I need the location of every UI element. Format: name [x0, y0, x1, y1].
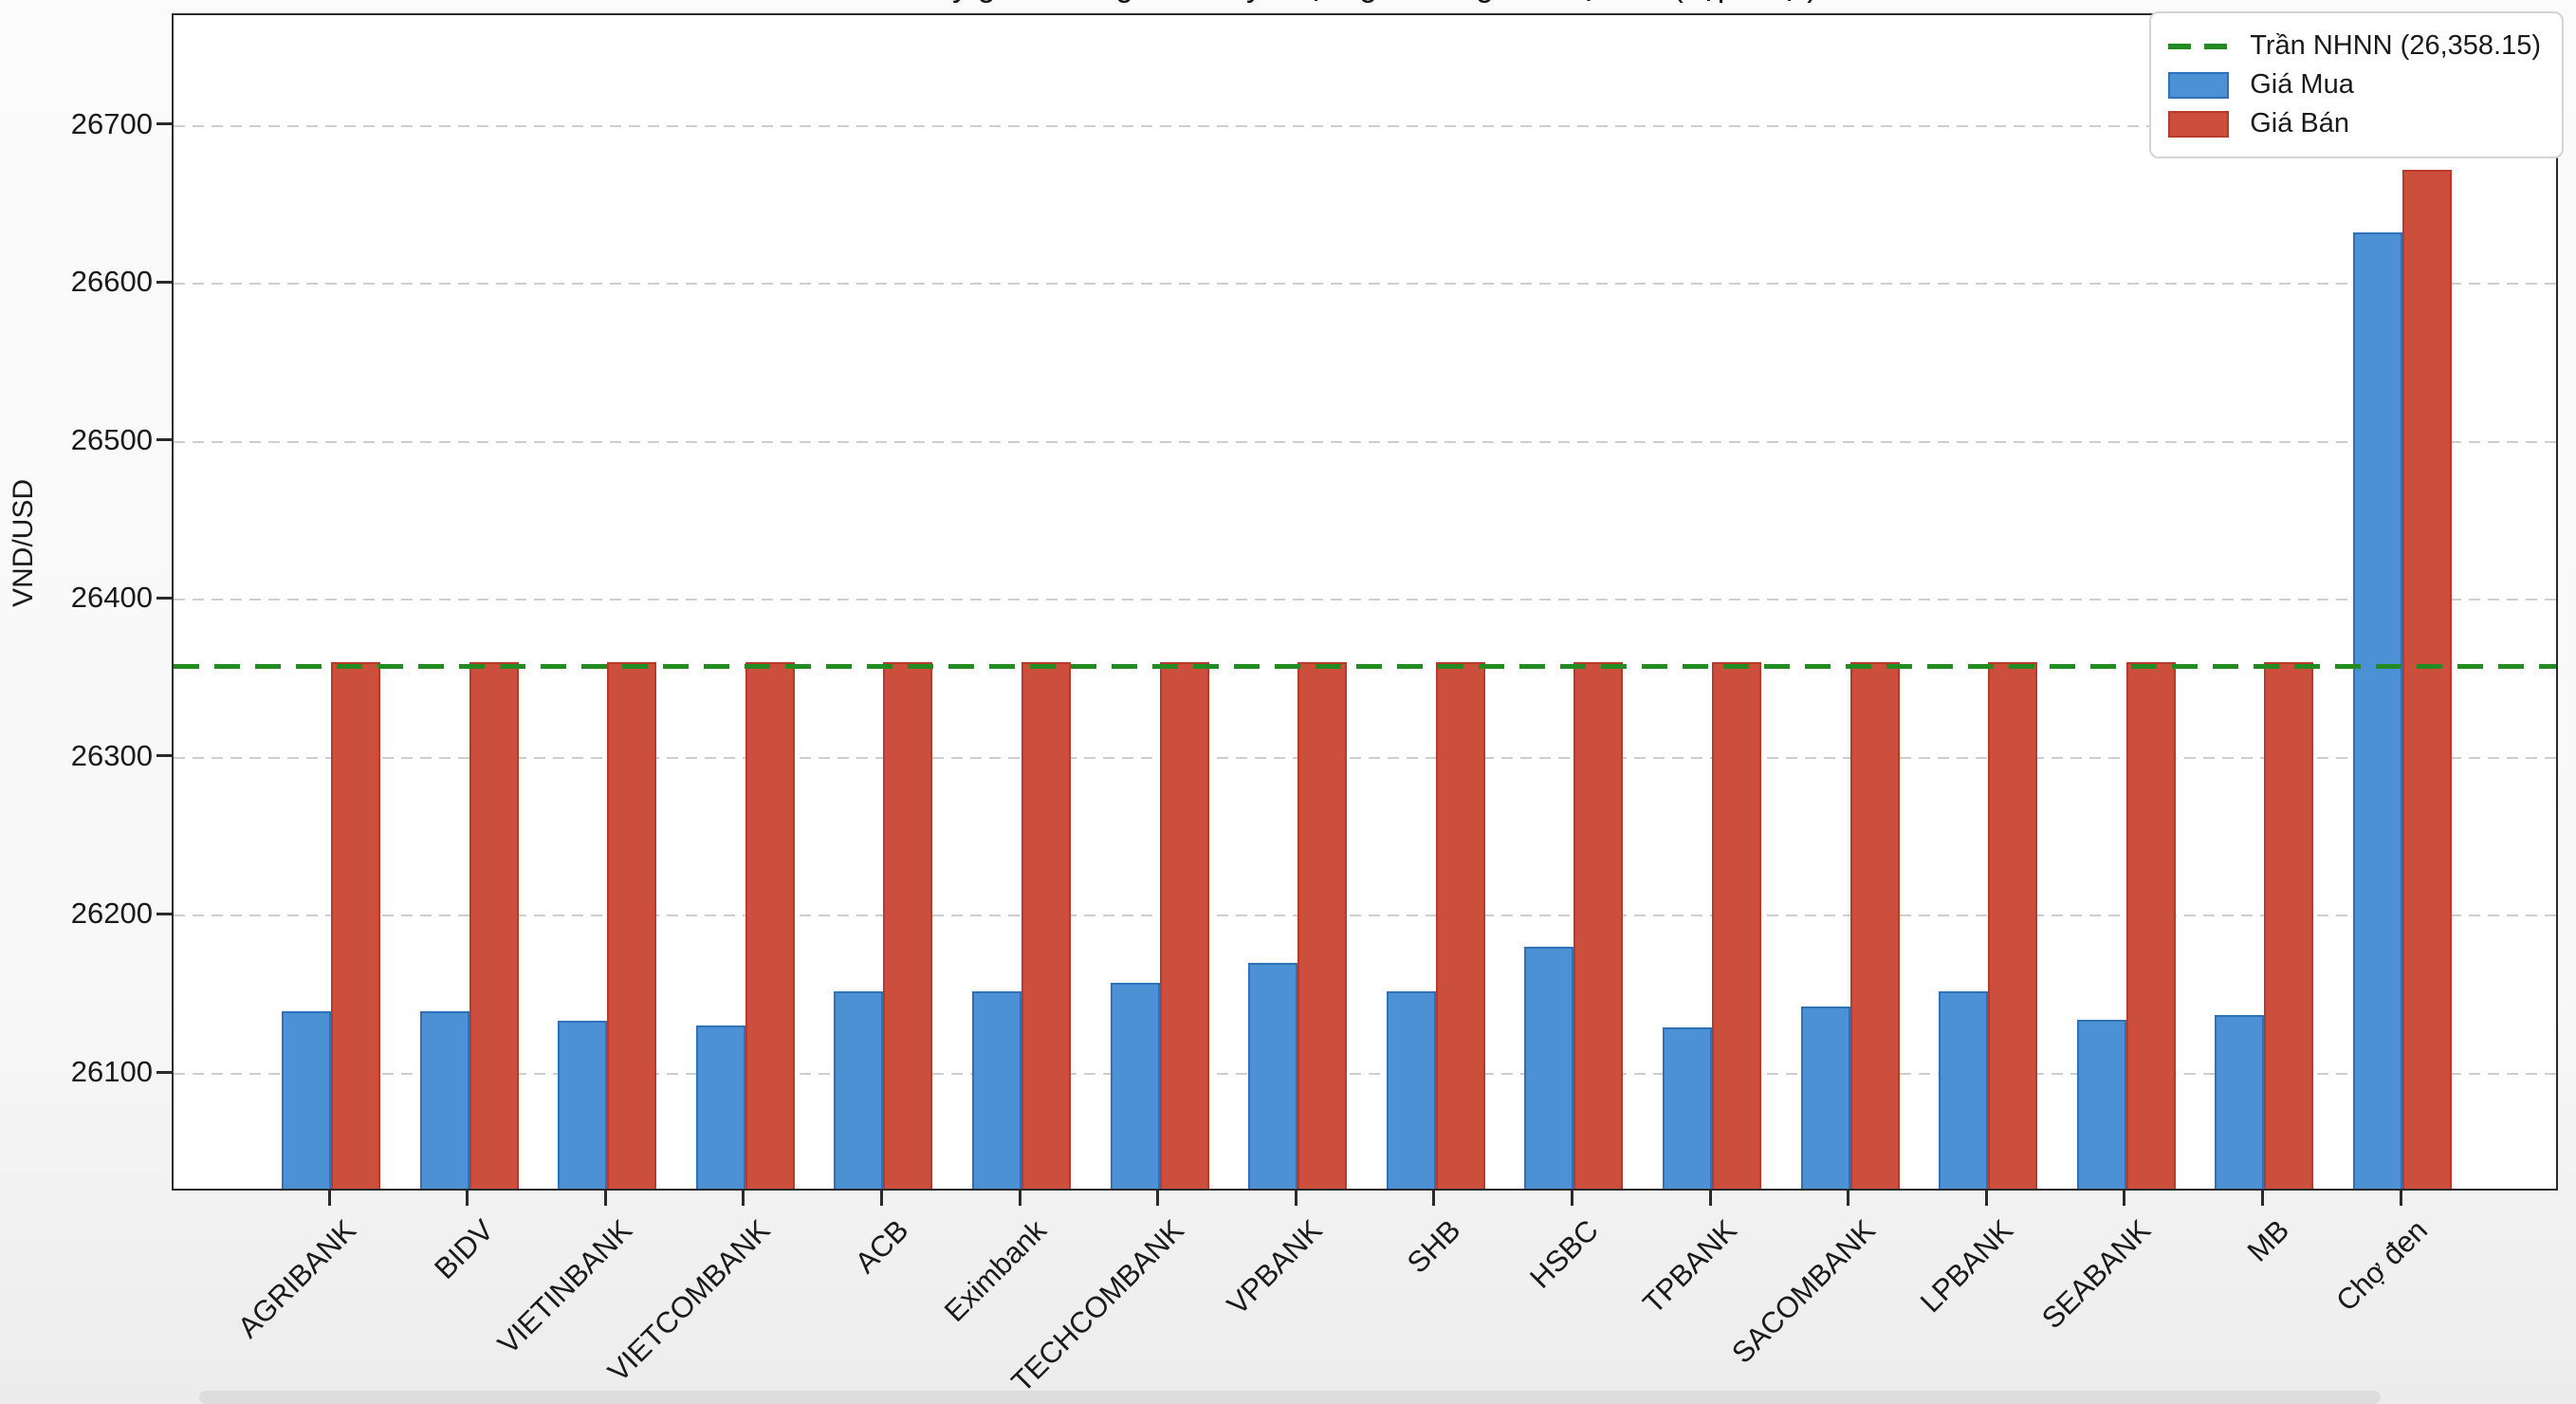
- x-axis-tick: [2123, 1191, 2126, 1206]
- gridline: [174, 124, 2556, 127]
- x-tick-label-TPBANK: TPBANK: [1636, 1213, 1743, 1321]
- buy-bar-LPBANK: [1939, 990, 1989, 1189]
- legend-item-ceiling: Trần NHNN (26,358.15): [2168, 27, 2541, 65]
- sell-bar-LPBANK: [1988, 662, 2038, 1189]
- buy-bar-SEABANK: [2076, 1019, 2126, 1189]
- x-axis-tick: [1984, 1191, 1988, 1206]
- sell-bar-BIDV: [469, 662, 519, 1189]
- buy-bar-MB: [2215, 1014, 2265, 1189]
- x-axis-tick: [1294, 1191, 1297, 1206]
- legend-label: Giá Bán: [2250, 108, 2350, 139]
- x-tick-label-VIETINBANK: VIETINBANK: [490, 1213, 638, 1361]
- x-axis-tick: [1432, 1191, 1436, 1206]
- x-axis-tick: [879, 1191, 883, 1206]
- y-tick-label: 26100: [70, 1055, 153, 1089]
- x-tick-label-ACB: ACB: [848, 1213, 915, 1280]
- x-tick-label-Eximbank: Eximbank: [937, 1213, 1053, 1328]
- x-axis-tick: [742, 1191, 745, 1206]
- legend-item-sell: Giá Bán: [2168, 104, 2541, 143]
- plot-area: [172, 13, 2558, 1191]
- sell-bar-VPBANK: [1297, 662, 1348, 1189]
- buy-bar-SHB: [1386, 990, 1436, 1189]
- chart-title-clipped: Tỷ giá USD: giá niêm yết tại ngân hàng v…: [569, 0, 2181, 11]
- buy-bar-TPBANK: [1663, 1027, 1712, 1189]
- buy-bar-TECHCOMBANK: [1110, 983, 1160, 1189]
- y-axis-tick: [156, 1070, 172, 1074]
- y-tick-label: 26400: [70, 581, 153, 615]
- sell-bar-TPBANK: [1712, 662, 1761, 1189]
- y-axis-tick: [156, 596, 172, 600]
- buy-bar-VPBANK: [1248, 962, 1298, 1189]
- blue-swatch-icon: [2168, 71, 2230, 99]
- sell-bar-HSBC: [1573, 662, 1624, 1189]
- y-tick-label: 26700: [70, 106, 153, 140]
- gridline: [174, 599, 2556, 601]
- x-axis-tick: [1570, 1191, 1573, 1206]
- sell-bar-Chợ đen: [2402, 169, 2452, 1189]
- buy-bar-VIETCOMBANK: [695, 1025, 745, 1189]
- x-tick-label-BIDV: BIDV: [428, 1213, 501, 1285]
- legend-item-buy: Giá Mua: [2168, 65, 2541, 104]
- gridline: [174, 914, 2556, 917]
- sell-bar-ACB: [883, 662, 933, 1189]
- y-tick-label: 26200: [70, 896, 153, 931]
- x-axis-tick: [1847, 1191, 1850, 1206]
- y-tick-label: 26300: [70, 738, 153, 772]
- legend: Trần NHNN (26,358.15) Giá Mua Giá Bán: [2149, 11, 2564, 158]
- gridline: [174, 1073, 2556, 1076]
- ceiling-reference-line: [174, 663, 2556, 669]
- red-swatch-icon: [2168, 110, 2230, 138]
- buy-bar-SACOMBANK: [1800, 1007, 1850, 1189]
- sell-bar-SHB: [1435, 662, 1485, 1189]
- sell-bar-VIETINBANK: [607, 662, 657, 1189]
- buy-bar-AGRIBANK: [282, 1011, 331, 1189]
- x-axis-tick: [2399, 1191, 2402, 1206]
- x-tick-label-SEABANK: SEABANK: [2035, 1213, 2158, 1336]
- y-axis-tick: [156, 280, 172, 284]
- sell-bar-Eximbank: [1021, 662, 1071, 1189]
- gridline: [174, 756, 2556, 759]
- y-tick-label: 26600: [70, 265, 153, 299]
- x-axis-tick: [2260, 1191, 2264, 1206]
- sell-bar-VIETCOMBANK: [745, 662, 795, 1189]
- x-axis-tick: [1018, 1191, 1021, 1206]
- green-dashed-line-icon: [2168, 43, 2230, 49]
- buy-bar-Chợ đen: [2353, 232, 2402, 1189]
- y-axis-tick: [156, 438, 172, 442]
- x-axis-tick: [603, 1191, 607, 1206]
- y-tick-label: 26500: [70, 422, 153, 456]
- buy-bar-ACB: [834, 990, 884, 1189]
- x-axis-tick: [1708, 1191, 1712, 1206]
- x-axis-tick: [1156, 1191, 1160, 1206]
- y-axis-tick: [156, 754, 172, 758]
- bottom-scrollbar[interactable]: [199, 1391, 2381, 1404]
- x-tick-label-MB: MB: [2240, 1213, 2296, 1268]
- y-axis-tick: [156, 912, 172, 915]
- x-tick-label-VPBANK: VPBANK: [1221, 1213, 1329, 1321]
- legend-label: Trần NHNN (26,358.15): [2250, 30, 2541, 61]
- x-axis-tick: [327, 1191, 331, 1206]
- buy-bar-Eximbank: [972, 990, 1021, 1189]
- sell-bar-SACOMBANK: [1849, 662, 1900, 1189]
- sell-bar-SEABANK: [2125, 662, 2176, 1189]
- gridline: [174, 440, 2556, 443]
- x-tick-label-Chợ đen: Chợ đen: [2328, 1213, 2434, 1318]
- sell-bar-MB: [2264, 662, 2314, 1189]
- x-tick-label-SACOMBANK: SACOMBANK: [1724, 1213, 1882, 1370]
- buy-bar-VIETINBANK: [558, 1021, 608, 1189]
- x-tick-label-LPBANK: LPBANK: [1913, 1213, 2019, 1320]
- y-axis-tick: [156, 122, 172, 126]
- buy-bar-HSBC: [1524, 947, 1574, 1189]
- x-tick-label-HSBC: HSBC: [1523, 1213, 1606, 1295]
- sell-bar-TECHCOMBANK: [1159, 662, 1209, 1189]
- gridline: [174, 283, 2556, 286]
- legend-label: Giá Mua: [2250, 69, 2354, 100]
- sell-bar-AGRIBANK: [331, 662, 380, 1189]
- x-tick-label-AGRIBANK: AGRIBANK: [230, 1213, 362, 1345]
- buy-bar-BIDV: [419, 1011, 469, 1189]
- x-axis-tick: [466, 1191, 469, 1206]
- x-tick-label-SHB: SHB: [1400, 1213, 1467, 1280]
- y-axis-title: VND/USD: [8, 478, 39, 607]
